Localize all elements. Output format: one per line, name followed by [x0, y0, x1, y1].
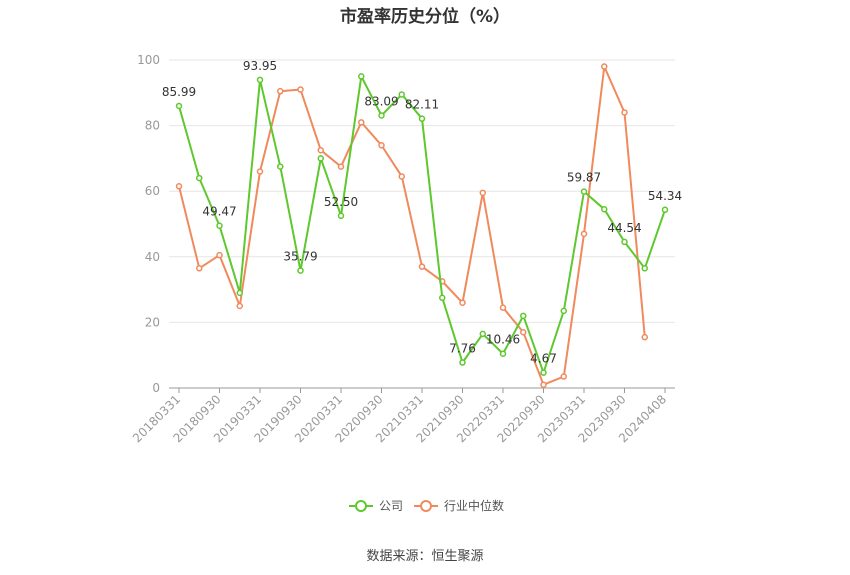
- data-point: [459, 299, 466, 306]
- data-label: 54.34: [648, 189, 682, 203]
- data-label: 59.87: [567, 171, 601, 185]
- data-point: [378, 142, 385, 149]
- data-point: [297, 267, 304, 274]
- data-point: [196, 174, 203, 182]
- data-point: [641, 265, 648, 272]
- data-point: [277, 163, 284, 170]
- data-source: 数据来源：恒生聚源: [366, 549, 484, 564]
- data-point: [661, 206, 669, 214]
- data-point: [439, 294, 446, 302]
- data-point: [196, 265, 203, 272]
- data-point: [641, 333, 648, 341]
- data-label: 85.99: [162, 85, 196, 99]
- data-label: 10.46: [486, 333, 520, 347]
- data-point: [540, 381, 547, 388]
- y-tick-label: 60: [145, 184, 160, 198]
- data-point: [358, 119, 365, 126]
- data-point: [621, 238, 628, 246]
- legend-label-company: 公司: [379, 499, 403, 513]
- data-point: [560, 373, 567, 380]
- data-point: [216, 251, 223, 259]
- data-point: [398, 173, 405, 180]
- data-point: [601, 205, 608, 213]
- data-point: [580, 188, 588, 195]
- chart-title: 市盈率历史分位（%）: [339, 7, 511, 27]
- y-tick-label: 80: [145, 119, 160, 133]
- y-tick-label: 20: [145, 315, 160, 329]
- data-point: [499, 304, 507, 311]
- data-point: [499, 350, 507, 357]
- data-point: [236, 302, 243, 310]
- data-point: [236, 289, 243, 297]
- data-point: [297, 86, 304, 93]
- data-point: [175, 183, 183, 190]
- legend-marker-industry: [420, 500, 432, 512]
- data-point: [601, 63, 608, 70]
- data-point: [175, 102, 183, 110]
- data-point: [317, 146, 324, 154]
- data-point: [459, 359, 466, 366]
- data-point: [621, 109, 628, 116]
- data-label: 93.95: [243, 59, 277, 73]
- data-point: [479, 189, 486, 197]
- y-tick-label: 100: [137, 53, 160, 67]
- y-tick-label: 0: [152, 381, 160, 395]
- data-point: [358, 73, 365, 80]
- y-tick-label: 40: [145, 250, 160, 264]
- data-point: [418, 115, 426, 122]
- data-point: [378, 112, 385, 119]
- data-point: [317, 155, 324, 162]
- data-point: [337, 212, 345, 220]
- data-point: [520, 312, 527, 320]
- data-point: [560, 307, 567, 315]
- data-point: [418, 263, 426, 270]
- data-point: [277, 87, 284, 95]
- data-label: 44.54: [607, 221, 641, 235]
- data-point: [398, 91, 405, 98]
- data-label: 52.50: [324, 195, 358, 209]
- legend-label-industry: 行业中位数: [444, 498, 504, 513]
- data-label: 7.76: [449, 342, 476, 356]
- data-label: 49.47: [202, 205, 236, 219]
- data-point: [337, 163, 345, 170]
- data-point: [256, 76, 264, 84]
- data-label: 4.67: [530, 352, 557, 366]
- legend-marker-company: [355, 500, 367, 512]
- data-label: 35.79: [283, 250, 317, 264]
- data-point: [256, 168, 264, 175]
- series-line-industry-median: [178, 62, 646, 387]
- data-point: [479, 330, 486, 338]
- data-point: [580, 230, 588, 238]
- data-point: [540, 369, 547, 376]
- data-point: [520, 328, 527, 336]
- data-label: 82.11: [405, 98, 439, 112]
- data-point: [216, 222, 223, 229]
- data-label: 83.09: [364, 94, 398, 108]
